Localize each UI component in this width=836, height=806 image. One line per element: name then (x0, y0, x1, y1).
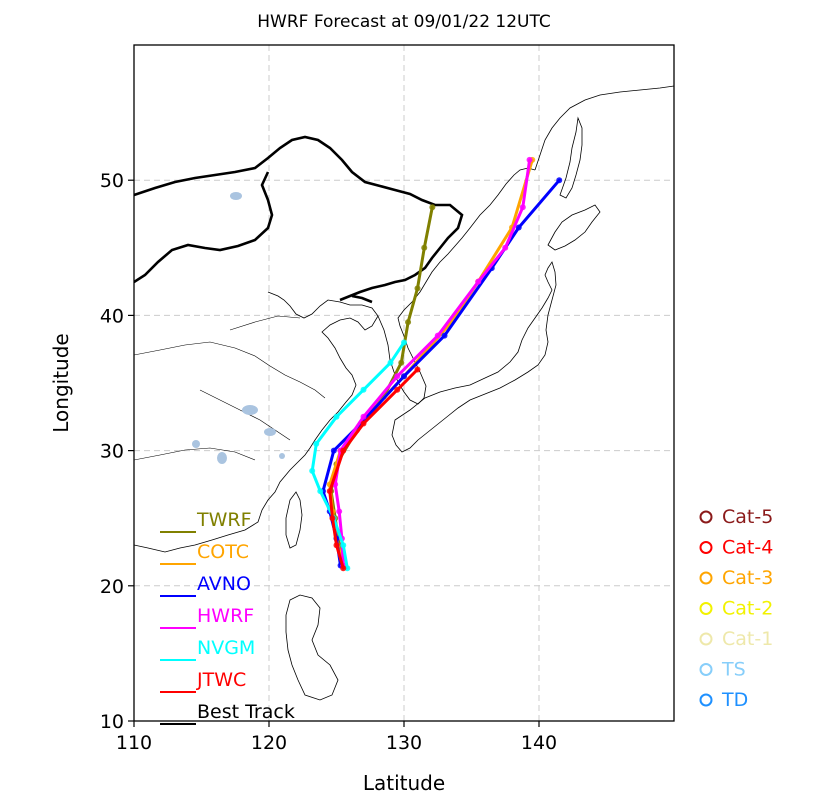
track-point (394, 386, 401, 393)
track-point (336, 508, 343, 515)
luzon-coastline (285, 594, 339, 701)
track-point (414, 366, 421, 373)
intensity-label: Cat-3 (722, 567, 773, 589)
intensity-marker (699, 541, 713, 554)
track-point (401, 339, 407, 346)
legend-label: AVNO (197, 573, 251, 595)
intensity-label: Cat-4 (722, 537, 773, 559)
track-point (340, 447, 347, 454)
russia-coastline (534, 85, 674, 171)
y-axis-label: Longitude (49, 333, 73, 432)
track-point (526, 156, 533, 163)
legend-label: NVGM (197, 637, 255, 659)
korea-coastline (377, 167, 536, 405)
x-tick-label: 130 (386, 732, 422, 754)
intensity-label: TS (721, 659, 746, 681)
track-point (360, 413, 367, 420)
intensity-legend: Cat-5 Cat-4 Cat-3 Cat-2 Cat-1 TS TD (699, 506, 773, 711)
track-point (401, 373, 407, 380)
x-tick-label: 110 (116, 732, 152, 754)
asia-coastline (134, 291, 379, 553)
intensity-label: Cat-2 (722, 598, 773, 620)
track-point (434, 332, 441, 339)
intensity-marker (699, 510, 713, 524)
track-point (340, 542, 347, 549)
y-tick-label: 30 (100, 441, 124, 463)
province-borders (134, 315, 326, 461)
intensity-marker (699, 663, 713, 676)
track-nvgm (310, 340, 406, 570)
legend-label: HWRF (197, 605, 254, 627)
track-point (502, 244, 509, 251)
lake-markers (192, 192, 285, 464)
track-point (329, 515, 336, 522)
intensity-label: TD (721, 689, 748, 711)
track-point (317, 488, 324, 495)
y-tick-label: 20 (100, 576, 124, 598)
track-point (475, 278, 482, 285)
chart-title: HWRF Forecast at 09/01/22 12UTC (257, 12, 551, 32)
track-point (441, 332, 448, 339)
intensity-label: Cat-1 (722, 628, 773, 650)
track-point (387, 359, 394, 366)
track-point (519, 204, 526, 211)
intensity-label: Cat-5 (722, 506, 773, 528)
track-avno (321, 178, 561, 567)
legend-label: COTC (197, 541, 249, 563)
track-hwrf (333, 158, 532, 567)
track-point (360, 420, 367, 427)
coastline-map (134, 85, 674, 701)
intensity-marker (699, 602, 713, 615)
intensity-marker (699, 571, 713, 585)
grid-lines (134, 45, 674, 721)
y-tick-label: 50 (100, 170, 124, 192)
forecast-tracks (309, 156, 563, 572)
x-tick-label: 140 (521, 732, 557, 754)
legend-label: TWRF (196, 509, 252, 531)
axis-ticks: 110 120 130 140 10 20 30 40 50 (100, 170, 557, 754)
track-point (340, 565, 347, 572)
track-point (326, 488, 333, 495)
hokkaido-coastline (547, 204, 601, 251)
track-point (360, 386, 367, 393)
track-point (421, 244, 428, 251)
track-point (313, 440, 320, 447)
x-axis-label: Latitude (363, 771, 445, 795)
track-point (429, 204, 436, 211)
y-tick-label: 40 (100, 305, 124, 327)
track-point (405, 319, 412, 326)
y-tick-label: 10 (100, 711, 124, 733)
track-twrf (329, 205, 434, 567)
track-point (556, 177, 563, 184)
x-tick-label: 120 (251, 732, 287, 754)
taiwan-coastline (285, 491, 303, 549)
track-point (398, 359, 405, 366)
japan-coastline (391, 261, 557, 453)
sakhalin-coastline (559, 116, 583, 199)
track-jtwc (328, 368, 419, 570)
border-korea (351, 294, 373, 304)
track-point (333, 413, 340, 420)
track-point (309, 467, 316, 474)
model-legend: TWRF COTC AVNO HWRF NVGM JTWC Best Track (160, 509, 295, 725)
track-point (333, 542, 340, 549)
legend-label: Best Track (197, 701, 295, 723)
track-point (414, 285, 421, 292)
track-point (515, 224, 522, 231)
intensity-marker (699, 693, 713, 707)
border-china-mongolia (134, 171, 274, 284)
track-point (330, 447, 337, 454)
border-china-russia (134, 135, 464, 302)
intensity-marker (699, 632, 713, 646)
legend-label: JTWC (196, 669, 246, 691)
track-point (394, 373, 401, 380)
